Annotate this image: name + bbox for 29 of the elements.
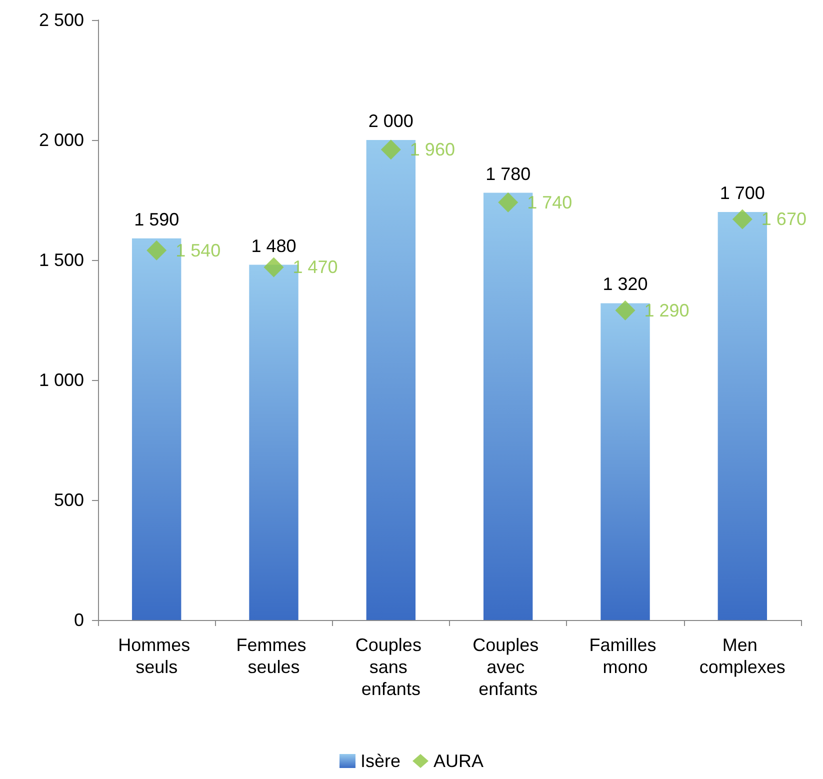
x-tick-label: Couples avec enfants	[472, 635, 544, 699]
x-tick-label: Femmes seules	[236, 635, 312, 677]
x-tick-label: Men complexes	[699, 635, 786, 677]
y-tick-label: 2 000	[38, 130, 84, 150]
legend-label: Isère	[360, 751, 401, 771]
data-label: 1 470	[292, 257, 338, 278]
data-label: 1 320	[602, 274, 648, 294]
y-tick-label: 1 500	[38, 250, 84, 270]
point	[264, 257, 284, 278]
point	[380, 140, 401, 160]
point	[146, 240, 167, 260]
legend-label: AURA	[434, 751, 484, 771]
x-tick-label: Couples sans enfants	[355, 635, 426, 699]
point	[615, 300, 636, 320]
x-tick-label: Hommes seuls	[118, 635, 196, 677]
y-tick-label: 0	[74, 610, 84, 630]
data-label: 1 780	[486, 164, 531, 184]
data-label: 1 480	[251, 236, 296, 256]
data-label: 1 590	[134, 209, 180, 230]
x-tick-label: Familles mono	[589, 635, 662, 677]
y-tick-label: 500	[54, 490, 84, 510]
data-label: 1 740	[527, 192, 572, 212]
data-label: 1 540	[176, 240, 221, 260]
y-tick-label: 1 000	[38, 370, 84, 390]
y-tick-label: 2 500	[38, 10, 84, 30]
data-label: 1 700	[720, 183, 765, 203]
data-label: 2 000	[368, 111, 414, 131]
point	[498, 192, 518, 212]
point	[732, 209, 752, 230]
